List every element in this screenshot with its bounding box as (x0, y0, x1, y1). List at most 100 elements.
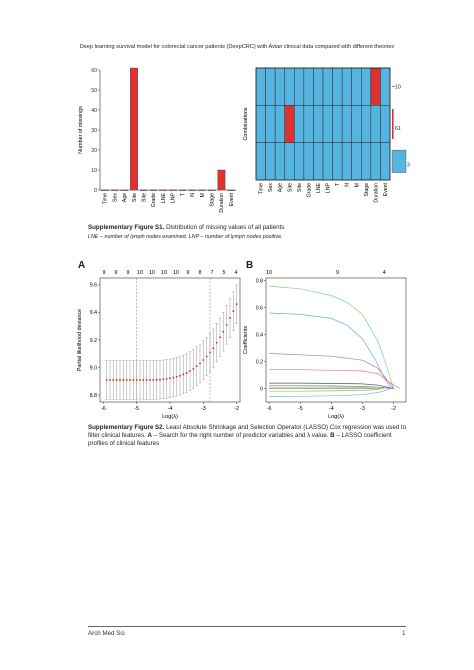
grid-cell (380, 67, 391, 106)
footer-divider (88, 626, 406, 627)
grid-cell (361, 142, 372, 181)
data-point (195, 365, 198, 368)
coefficient-path (269, 285, 394, 389)
y-tick-label: 8.8 (90, 393, 97, 399)
data-point (172, 376, 175, 379)
grid-cell (294, 67, 305, 106)
x-tick-label: LNP (171, 192, 177, 203)
x-tick-label: LNE (161, 192, 167, 203)
top-tick-label: 10 (266, 270, 272, 276)
data-point (222, 330, 225, 333)
data-point (155, 379, 158, 381)
grid-cell (361, 67, 372, 106)
grid-cell (255, 67, 266, 106)
data-point (152, 379, 155, 381)
data-point (232, 310, 235, 312)
top-tick-label: 9 (103, 270, 106, 276)
data-point (219, 336, 221, 339)
grid-cell (351, 142, 362, 181)
x-tick-label: Age (122, 193, 128, 202)
x-tick-label: -3 (360, 406, 365, 412)
grid-cell (361, 105, 372, 143)
grid-cell (370, 67, 381, 106)
x-tick-label: Site (287, 183, 293, 192)
bar (217, 169, 226, 191)
bar (159, 189, 168, 191)
bar (168, 189, 177, 191)
x-tick-label: Site (142, 193, 148, 202)
grid-cell (265, 105, 276, 143)
data-point (189, 370, 191, 372)
x-tick-label: -5 (298, 406, 303, 412)
grid-cell (303, 105, 314, 143)
coefficient-path (269, 388, 391, 397)
grid-cell (294, 105, 305, 143)
y-tick-label: 9.4 (90, 310, 97, 316)
figure-s1-caption: Supplementary Figure S1. Distribution of… (88, 224, 285, 231)
x-tick-label: Event (383, 182, 389, 196)
data-point (162, 378, 165, 381)
count-label: 10 (395, 84, 401, 90)
x-tick-label: LNP (326, 182, 332, 193)
grid-cell (322, 67, 333, 106)
plot-frame (265, 277, 407, 403)
grid-cell (294, 142, 305, 181)
x-tick-label: Sex (268, 183, 274, 192)
data-point (235, 303, 238, 306)
y-tick-label: 20 (91, 148, 97, 154)
grid-cell (322, 142, 333, 181)
bar (149, 189, 158, 191)
x-tick-label: Event (229, 192, 235, 206)
data-point (199, 362, 201, 365)
coefficient-path (269, 385, 394, 389)
grid-cell (265, 142, 276, 181)
data-point (129, 379, 131, 381)
y-axis-title: Combinations (243, 107, 249, 140)
grid-cell (370, 142, 381, 181)
x-tick-label: -5 (134, 406, 139, 412)
grid-cell (313, 67, 324, 106)
grid-cell (322, 105, 333, 143)
grid-cell (274, 67, 285, 106)
bar (130, 67, 138, 191)
running-title: Deep learning survival model for colorec… (79, 44, 395, 50)
top-tick-label: 9 (336, 270, 339, 276)
data-point (179, 374, 181, 377)
y-axis-title: Number of missings (78, 106, 84, 154)
y-tick-label: 10 (91, 168, 97, 174)
y-tick-label: 0.4 (256, 332, 263, 338)
data-point (192, 368, 195, 370)
grid-cell (303, 142, 314, 181)
top-tick-label: 8 (199, 270, 202, 276)
x-axis-title: Log(λ) (328, 414, 344, 420)
y-tick-label: 0.6 (256, 305, 263, 311)
count-bar (392, 109, 394, 139)
x-tick-label: N (190, 193, 196, 197)
lasso-coefficient-chart: -6 -5 -4 -3 -2 0 0.2 0.4 0.6 0.810 9 4 Log(λ) Coeffic… (243, 270, 407, 420)
grid-cell (274, 105, 285, 143)
x-tick-label: -2 (391, 406, 396, 412)
y-axis-title: Coefficients (243, 326, 249, 354)
panel-b-label: B (246, 260, 254, 271)
x-tick-label: T (180, 192, 186, 196)
x-tick-label: T (335, 182, 341, 186)
data-point (209, 351, 211, 354)
count-label: 61 (395, 126, 401, 132)
x-tick-label: Stage (210, 193, 216, 207)
bar (207, 189, 216, 191)
grid-cell (255, 142, 266, 181)
x-tick-label: Duration (373, 183, 379, 203)
x-tick-label: Age (278, 183, 284, 192)
y-axis-title: Partial likelihood deviance (77, 309, 83, 371)
missing-bar-chart: 0 10 20 30 40 50 60 Number of missings Time Sex Ag… (78, 67, 236, 213)
y-tick-label: 40 (91, 108, 97, 114)
y-tick-label: 9.0 (90, 365, 97, 371)
x-tick-label: Site (297, 183, 303, 192)
x-tick-label: Duration (219, 193, 225, 213)
data-point (169, 377, 171, 380)
data-point (182, 373, 185, 376)
x-tick-label: N (345, 183, 351, 187)
data-point (142, 379, 145, 381)
grid-cell (274, 142, 285, 181)
